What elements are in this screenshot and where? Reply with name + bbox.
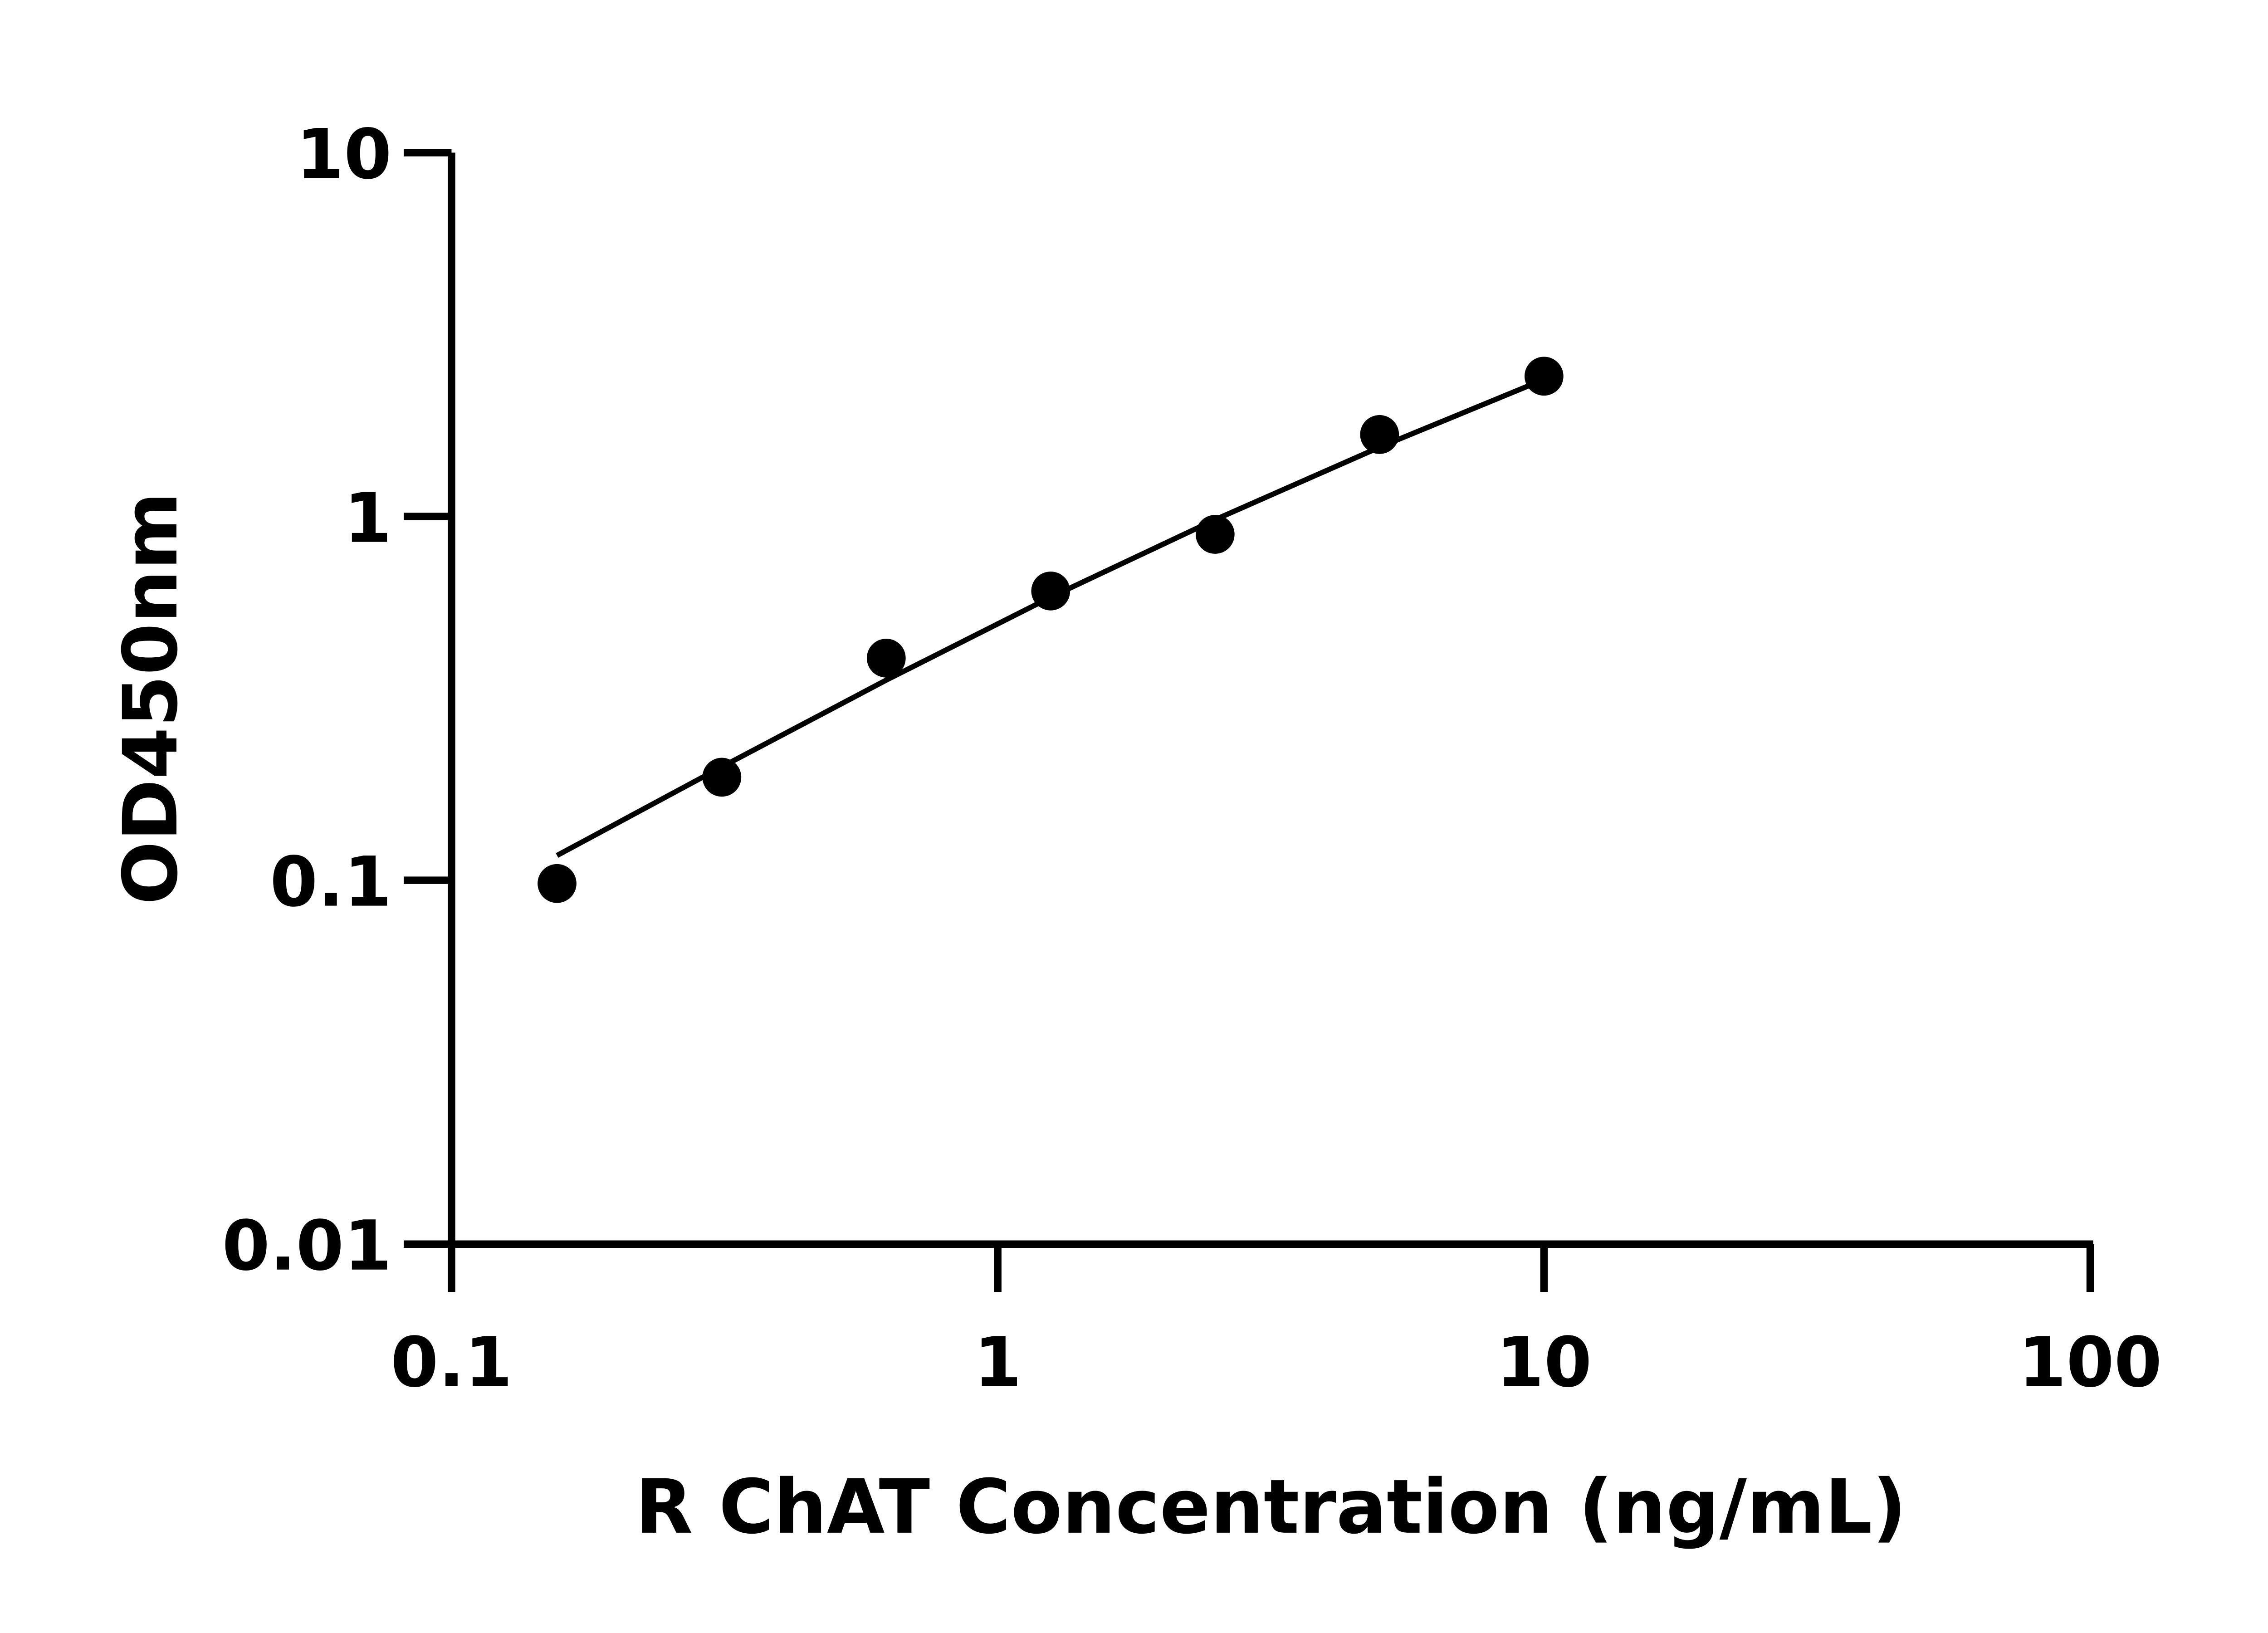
y-tick-label: 1 [344, 478, 391, 558]
data-points [538, 357, 1564, 903]
y-tick-label: 10 [296, 114, 392, 195]
x-axis-label: R ChAT Concentration (ng/mL) [635, 1463, 1906, 1550]
data-point [538, 864, 577, 903]
x-tick-label: 10 [1496, 1322, 1592, 1403]
x-tick-label: 1 [974, 1322, 1022, 1403]
tick-labels: 0.01 0.1 1 10 0.1 1 10 100 [222, 114, 2162, 1403]
data-point [1031, 571, 1070, 611]
axes [403, 149, 2094, 1292]
data-point [1195, 515, 1235, 554]
data-point [866, 638, 906, 678]
y-tick-label: 0.01 [222, 1206, 392, 1286]
y-axis-label: OD450nm [107, 492, 194, 905]
data-point [702, 758, 742, 797]
x-tick-label: 0.1 [391, 1322, 513, 1403]
data-point [1360, 415, 1399, 454]
data-point [1524, 357, 1564, 396]
x-tick-label: 100 [2019, 1322, 2162, 1403]
y-tick-label: 0.1 [270, 842, 392, 922]
